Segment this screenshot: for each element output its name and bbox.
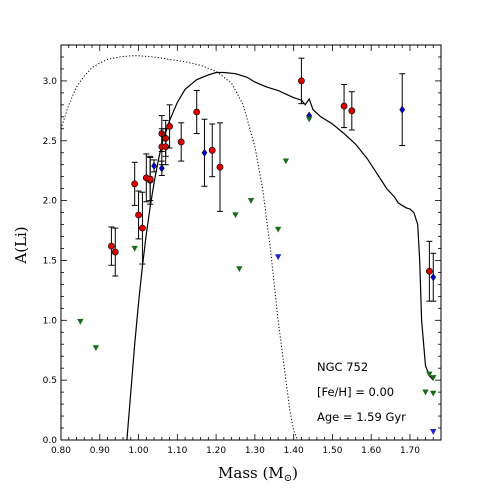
data-point-blue	[151, 161, 157, 170]
x-tick-label: 0.90	[90, 446, 110, 456]
annotation-age: Age = 1.59 Gyr	[317, 410, 406, 424]
x-tick-label: 1.00	[129, 446, 149, 456]
data-point-blue	[399, 105, 406, 114]
upper-limit-green	[247, 198, 255, 204]
upper-limit-green	[430, 375, 437, 381]
y-tick-label: 3.0	[43, 77, 58, 87]
upper-limit-green	[77, 318, 84, 325]
x-tick-label: 1.70	[400, 446, 420, 456]
data-point-red	[166, 122, 173, 130]
annotation-metallicity: [Fe/H] = 0.00	[317, 385, 394, 399]
data-point-red	[340, 102, 348, 110]
upper-limit-blue	[430, 429, 437, 435]
data-point-red	[135, 211, 142, 219]
y-tick-label: 1.0	[43, 316, 58, 326]
data-point-blue	[201, 148, 208, 157]
data-point-red	[177, 138, 185, 146]
upper-limit-green	[430, 390, 437, 397]
model-curve-dotted	[61, 55, 298, 440]
data-point-red	[425, 267, 433, 275]
upper-limit-green	[305, 116, 313, 123]
y-axis-label: A(Li)	[12, 226, 30, 264]
y-tick-label: 2.0	[43, 197, 58, 207]
upper-limit-green	[274, 226, 282, 233]
x-tick-label: 1.40	[284, 446, 304, 456]
data-point-red	[193, 108, 201, 116]
data-point-red	[108, 242, 115, 250]
upper-limit-green	[426, 371, 433, 378]
data-point-red	[146, 175, 154, 183]
data-point-blue	[430, 273, 437, 282]
x-tick-label: 1.50	[322, 446, 342, 456]
data-point-red	[216, 163, 224, 171]
x-tick-label: 1.30	[245, 446, 265, 456]
plot-area: 0.80 0.90 1.00 1.10 1.20 1.30 1.40 1.50 1.60 1.70…	[43, 44, 442, 456]
upper-limit-green	[232, 212, 239, 219]
x-axis-label-subscript: ⊙	[284, 473, 292, 484]
data-point-blue	[158, 164, 165, 173]
model-curve-solid	[126, 71, 434, 440]
upper-limit-blue	[274, 254, 282, 261]
data-point-red	[298, 77, 305, 85]
upper-limit-green	[92, 345, 100, 352]
x-tick-label: 0.80	[51, 446, 71, 456]
x-tick-label: 1.60	[361, 446, 381, 456]
y-tick-label: 1.5	[43, 256, 57, 266]
annotation-block: NGC 752 [Fe/H] = 0.00 Age = 1.59 Gyr	[317, 360, 406, 424]
y-tick-label: 0.0	[43, 436, 58, 446]
data-point-red	[348, 107, 356, 115]
data-point-red	[162, 143, 170, 151]
x-tick-label: 1.20	[206, 446, 226, 456]
data-point-red	[131, 180, 139, 188]
upper-limit-green	[282, 158, 290, 165]
upper-limit-green	[422, 389, 429, 396]
x-tick-label: 1.10	[167, 446, 187, 456]
plot-frame	[60, 44, 442, 441]
data-point-red	[139, 224, 146, 232]
x-axis-label-text: Mass (M	[218, 464, 284, 482]
x-axis-label-close: )	[292, 464, 298, 482]
data-point-red	[111, 248, 119, 256]
annotation-cluster: NGC 752	[317, 360, 368, 374]
data-point-red	[208, 146, 216, 154]
y-tick-label: 0.5	[43, 376, 57, 386]
x-axis-label: Mass (M⊙)	[218, 464, 298, 484]
y-tick-label: 2.5	[43, 137, 57, 147]
upper-limit-green	[131, 245, 138, 252]
upper-limit-green	[236, 266, 243, 273]
